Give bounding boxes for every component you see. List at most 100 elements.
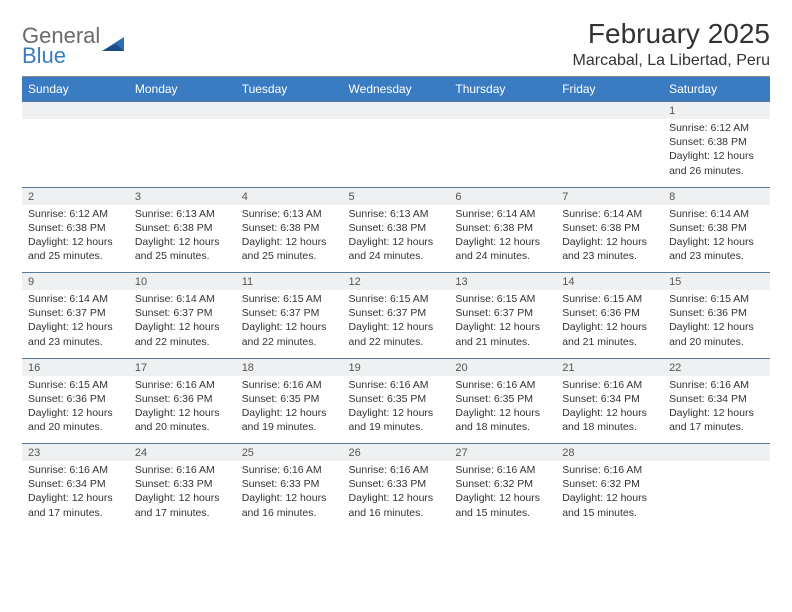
sunset-text: Sunset: 6:36 PM [28, 392, 123, 406]
daylight-text: Daylight: 12 hours and 22 minutes. [242, 320, 337, 348]
sunrise-text: Sunrise: 6:15 AM [455, 292, 550, 306]
day-detail-cell: Sunrise: 6:13 AMSunset: 6:38 PMDaylight:… [236, 205, 343, 273]
sunrise-text: Sunrise: 6:15 AM [349, 292, 444, 306]
detail-row: Sunrise: 6:12 AMSunset: 6:38 PMDaylight:… [22, 205, 770, 273]
weekday-header: Saturday [663, 77, 770, 102]
daylight-text: Daylight: 12 hours and 21 minutes. [455, 320, 550, 348]
title-block: February 2025 Marcabal, La Libertad, Per… [573, 18, 770, 70]
sunrise-text: Sunrise: 6:16 AM [28, 463, 123, 477]
sunset-text: Sunset: 6:38 PM [562, 221, 657, 235]
sunrise-text: Sunrise: 6:16 AM [349, 463, 444, 477]
sunset-text: Sunset: 6:36 PM [669, 306, 764, 320]
daynum-row: 2345678 [22, 187, 770, 205]
sunset-text: Sunset: 6:34 PM [562, 392, 657, 406]
daylight-text: Daylight: 12 hours and 16 minutes. [349, 491, 444, 519]
daylight-text: Daylight: 12 hours and 22 minutes. [349, 320, 444, 348]
day-detail-cell: Sunrise: 6:16 AMSunset: 6:32 PMDaylight:… [556, 461, 663, 529]
sunrise-text: Sunrise: 6:14 AM [135, 292, 230, 306]
day-number-cell: 6 [449, 187, 556, 205]
day-number-cell: 12 [343, 273, 450, 291]
day-number-cell: 10 [129, 273, 236, 291]
detail-row: Sunrise: 6:15 AMSunset: 6:36 PMDaylight:… [22, 376, 770, 444]
sunset-text: Sunset: 6:38 PM [669, 221, 764, 235]
day-detail-cell: Sunrise: 6:13 AMSunset: 6:38 PMDaylight:… [129, 205, 236, 273]
sunset-text: Sunset: 6:38 PM [242, 221, 337, 235]
daylight-text: Daylight: 12 hours and 18 minutes. [562, 406, 657, 434]
sunrise-text: Sunrise: 6:16 AM [135, 463, 230, 477]
logo: General Blue [22, 18, 128, 66]
sunrise-text: Sunrise: 6:12 AM [669, 121, 764, 135]
day-number-cell: 9 [22, 273, 129, 291]
day-detail-cell: Sunrise: 6:14 AMSunset: 6:38 PMDaylight:… [449, 205, 556, 273]
day-detail-cell: Sunrise: 6:15 AMSunset: 6:37 PMDaylight:… [449, 290, 556, 358]
day-number-cell: 5 [343, 187, 450, 205]
day-number-cell: 14 [556, 273, 663, 291]
month-title: February 2025 [573, 18, 770, 50]
day-number-cell: 15 [663, 273, 770, 291]
calendar-table: Sunday Monday Tuesday Wednesday Thursday… [22, 77, 770, 529]
daylight-text: Daylight: 12 hours and 23 minutes. [669, 235, 764, 263]
day-detail-cell: Sunrise: 6:16 AMSunset: 6:35 PMDaylight:… [449, 376, 556, 444]
day-number-cell [556, 102, 663, 120]
daylight-text: Daylight: 12 hours and 16 minutes. [242, 491, 337, 519]
logo-text: General Blue [22, 26, 100, 66]
sunset-text: Sunset: 6:34 PM [669, 392, 764, 406]
daylight-text: Daylight: 12 hours and 23 minutes. [28, 320, 123, 348]
daynum-row: 16171819202122 [22, 358, 770, 376]
day-number-cell [343, 102, 450, 120]
sunrise-text: Sunrise: 6:15 AM [242, 292, 337, 306]
day-detail-cell: Sunrise: 6:16 AMSunset: 6:35 PMDaylight:… [236, 376, 343, 444]
sunrise-text: Sunrise: 6:16 AM [455, 378, 550, 392]
daylight-text: Daylight: 12 hours and 17 minutes. [28, 491, 123, 519]
sunset-text: Sunset: 6:38 PM [349, 221, 444, 235]
day-number-cell [129, 102, 236, 120]
day-detail-cell [343, 119, 450, 187]
sunset-text: Sunset: 6:37 PM [242, 306, 337, 320]
daylight-text: Daylight: 12 hours and 23 minutes. [562, 235, 657, 263]
day-number-cell: 19 [343, 358, 450, 376]
day-number-cell [236, 102, 343, 120]
sunrise-text: Sunrise: 6:16 AM [455, 463, 550, 477]
daynum-row: 1 [22, 102, 770, 120]
day-number-cell: 27 [449, 444, 556, 462]
day-number-cell [663, 444, 770, 462]
sunset-text: Sunset: 6:33 PM [135, 477, 230, 491]
sunrise-text: Sunrise: 6:16 AM [242, 463, 337, 477]
daylight-text: Daylight: 12 hours and 24 minutes. [455, 235, 550, 263]
daynum-row: 9101112131415 [22, 273, 770, 291]
sunset-text: Sunset: 6:32 PM [562, 477, 657, 491]
daylight-text: Daylight: 12 hours and 24 minutes. [349, 235, 444, 263]
sunset-text: Sunset: 6:38 PM [28, 221, 123, 235]
sunrise-text: Sunrise: 6:16 AM [562, 463, 657, 477]
day-detail-cell: Sunrise: 6:15 AMSunset: 6:36 PMDaylight:… [22, 376, 129, 444]
day-detail-cell [556, 119, 663, 187]
day-number-cell: 22 [663, 358, 770, 376]
day-number-cell: 21 [556, 358, 663, 376]
sunrise-text: Sunrise: 6:14 AM [28, 292, 123, 306]
sunrise-text: Sunrise: 6:13 AM [135, 207, 230, 221]
day-number-cell: 8 [663, 187, 770, 205]
sunrise-text: Sunrise: 6:15 AM [669, 292, 764, 306]
sunset-text: Sunset: 6:37 PM [455, 306, 550, 320]
daylight-text: Daylight: 12 hours and 18 minutes. [455, 406, 550, 434]
sunset-text: Sunset: 6:33 PM [242, 477, 337, 491]
daylight-text: Daylight: 12 hours and 15 minutes. [562, 491, 657, 519]
day-number-cell: 4 [236, 187, 343, 205]
calendar-body: 1Sunrise: 6:12 AMSunset: 6:38 PMDaylight… [22, 102, 770, 530]
daylight-text: Daylight: 12 hours and 21 minutes. [562, 320, 657, 348]
sunset-text: Sunset: 6:35 PM [242, 392, 337, 406]
day-detail-cell: Sunrise: 6:16 AMSunset: 6:34 PMDaylight:… [663, 376, 770, 444]
day-detail-cell: Sunrise: 6:12 AMSunset: 6:38 PMDaylight:… [663, 119, 770, 187]
day-number-cell: 24 [129, 444, 236, 462]
daylight-text: Daylight: 12 hours and 25 minutes. [135, 235, 230, 263]
weekday-header-row: Sunday Monday Tuesday Wednesday Thursday… [22, 77, 770, 102]
weekday-header: Thursday [449, 77, 556, 102]
sunrise-text: Sunrise: 6:15 AM [562, 292, 657, 306]
day-detail-cell: Sunrise: 6:16 AMSunset: 6:36 PMDaylight:… [129, 376, 236, 444]
day-detail-cell: Sunrise: 6:14 AMSunset: 6:37 PMDaylight:… [129, 290, 236, 358]
day-number-cell: 25 [236, 444, 343, 462]
daylight-text: Daylight: 12 hours and 15 minutes. [455, 491, 550, 519]
day-number-cell: 13 [449, 273, 556, 291]
weekday-header: Friday [556, 77, 663, 102]
day-number-cell [449, 102, 556, 120]
